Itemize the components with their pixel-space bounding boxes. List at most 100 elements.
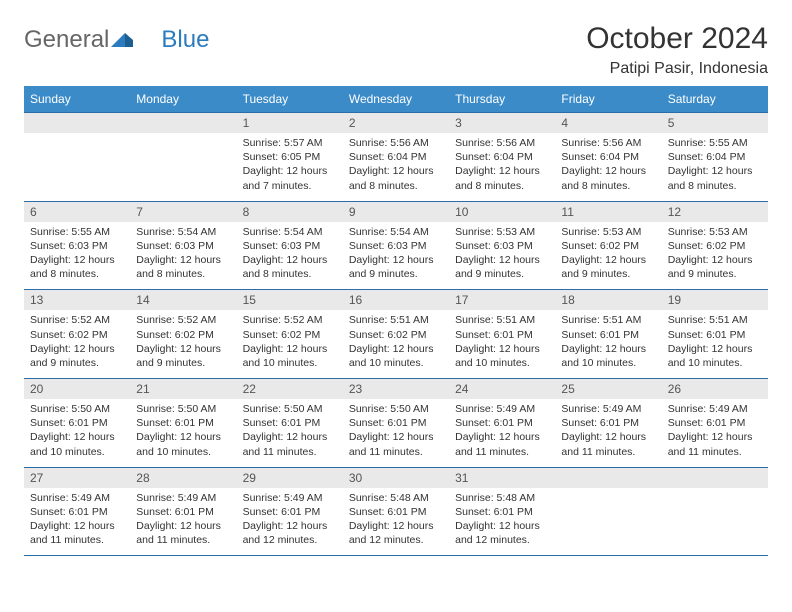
daylight-text-1: Daylight: 12 hours [349, 343, 434, 355]
day-number: 11 [555, 202, 661, 222]
daylight-text-2: and 11 minutes. [243, 446, 317, 458]
day-number: 22 [237, 379, 343, 399]
day-number: 29 [237, 468, 343, 488]
sunrise-text: Sunrise: 5:48 AM [349, 492, 429, 504]
daylight-text-1: Daylight: 12 hours [668, 254, 753, 266]
daylight-text-2: and 8 minutes. [30, 268, 99, 280]
sunset-text: Sunset: 6:01 PM [455, 506, 533, 518]
sunrise-text: Sunrise: 5:53 AM [561, 226, 641, 238]
day-number: 9 [343, 202, 449, 222]
sunrise-text: Sunrise: 5:50 AM [243, 403, 323, 415]
day-header-row: SundayMondayTuesdayWednesdayThursdayFrid… [24, 86, 768, 113]
day-number: 27 [24, 468, 130, 488]
day-data: Sunrise: 5:53 AMSunset: 6:02 PMDaylight:… [662, 222, 768, 290]
daylight-text-1: Daylight: 12 hours [561, 343, 646, 355]
day-header: Thursday [449, 86, 555, 113]
sunset-text: Sunset: 6:02 PM [136, 329, 214, 341]
day-data: Sunrise: 5:56 AMSunset: 6:04 PMDaylight:… [449, 133, 555, 201]
sunrise-text: Sunrise: 5:56 AM [455, 137, 535, 149]
sunset-text: Sunset: 6:01 PM [561, 329, 639, 341]
calendar-cell: 29Sunrise: 5:49 AMSunset: 6:01 PMDayligh… [237, 467, 343, 556]
sunrise-text: Sunrise: 5:50 AM [349, 403, 429, 415]
sunset-text: Sunset: 6:03 PM [455, 240, 533, 252]
calendar-cell: 19Sunrise: 5:51 AMSunset: 6:01 PMDayligh… [662, 290, 768, 379]
calendar-cell: 16Sunrise: 5:51 AMSunset: 6:02 PMDayligh… [343, 290, 449, 379]
day-number: 4 [555, 113, 661, 133]
calendar-cell: 11Sunrise: 5:53 AMSunset: 6:02 PMDayligh… [555, 201, 661, 290]
day-data [130, 133, 236, 201]
sunset-text: Sunset: 6:03 PM [243, 240, 321, 252]
logo: General Blue [24, 26, 209, 54]
daylight-text-2: and 11 minutes. [561, 446, 635, 458]
calendar-cell: 2Sunrise: 5:56 AMSunset: 6:04 PMDaylight… [343, 113, 449, 202]
day-number: 16 [343, 290, 449, 310]
logo-text-2: Blue [161, 26, 209, 54]
calendar-cell: 3Sunrise: 5:56 AMSunset: 6:04 PMDaylight… [449, 113, 555, 202]
sunset-text: Sunset: 6:01 PM [668, 417, 746, 429]
calendar-cell: 30Sunrise: 5:48 AMSunset: 6:01 PMDayligh… [343, 467, 449, 556]
daylight-text-2: and 12 minutes. [455, 534, 530, 546]
day-number: 23 [343, 379, 449, 399]
sunrise-text: Sunrise: 5:56 AM [349, 137, 429, 149]
daylight-text-2: and 11 minutes. [668, 446, 742, 458]
day-number [555, 468, 661, 488]
calendar-cell: 10Sunrise: 5:53 AMSunset: 6:03 PMDayligh… [449, 201, 555, 290]
day-data: Sunrise: 5:56 AMSunset: 6:04 PMDaylight:… [343, 133, 449, 201]
day-number: 26 [662, 379, 768, 399]
calendar-cell: 23Sunrise: 5:50 AMSunset: 6:01 PMDayligh… [343, 379, 449, 468]
day-number: 3 [449, 113, 555, 133]
sunrise-text: Sunrise: 5:53 AM [455, 226, 535, 238]
day-data: Sunrise: 5:51 AMSunset: 6:01 PMDaylight:… [662, 310, 768, 378]
daylight-text-2: and 9 minutes. [136, 357, 205, 369]
day-number: 8 [237, 202, 343, 222]
day-data: Sunrise: 5:55 AMSunset: 6:03 PMDaylight:… [24, 222, 130, 290]
calendar-cell: 4Sunrise: 5:56 AMSunset: 6:04 PMDaylight… [555, 113, 661, 202]
daylight-text-2: and 11 minutes. [136, 534, 210, 546]
daylight-text-2: and 10 minutes. [30, 446, 105, 458]
sunset-text: Sunset: 6:03 PM [30, 240, 108, 252]
calendar-cell: 5Sunrise: 5:55 AMSunset: 6:04 PMDaylight… [662, 113, 768, 202]
calendar-cell [130, 113, 236, 202]
day-number: 18 [555, 290, 661, 310]
day-data: Sunrise: 5:48 AMSunset: 6:01 PMDaylight:… [449, 488, 555, 556]
sunset-text: Sunset: 6:01 PM [136, 417, 214, 429]
sunset-text: Sunset: 6:02 PM [668, 240, 746, 252]
daylight-text-1: Daylight: 12 hours [136, 343, 221, 355]
day-number: 31 [449, 468, 555, 488]
calendar-cell: 13Sunrise: 5:52 AMSunset: 6:02 PMDayligh… [24, 290, 130, 379]
daylight-text-2: and 9 minutes. [668, 268, 737, 280]
calendar-cell: 7Sunrise: 5:54 AMSunset: 6:03 PMDaylight… [130, 201, 236, 290]
sunrise-text: Sunrise: 5:54 AM [243, 226, 323, 238]
sunset-text: Sunset: 6:04 PM [349, 151, 427, 163]
day-data: Sunrise: 5:51 AMSunset: 6:02 PMDaylight:… [343, 310, 449, 378]
daylight-text-2: and 8 minutes. [349, 180, 418, 192]
daylight-text-2: and 8 minutes. [243, 268, 312, 280]
sunrise-text: Sunrise: 5:52 AM [136, 314, 216, 326]
day-data: Sunrise: 5:56 AMSunset: 6:04 PMDaylight:… [555, 133, 661, 201]
sunrise-text: Sunrise: 5:49 AM [561, 403, 641, 415]
daylight-text-1: Daylight: 12 hours [668, 431, 753, 443]
sunrise-text: Sunrise: 5:56 AM [561, 137, 641, 149]
sunrise-text: Sunrise: 5:51 AM [349, 314, 429, 326]
day-data: Sunrise: 5:49 AMSunset: 6:01 PMDaylight:… [237, 488, 343, 556]
daylight-text-2: and 8 minutes. [561, 180, 630, 192]
day-number: 30 [343, 468, 449, 488]
day-data: Sunrise: 5:49 AMSunset: 6:01 PMDaylight:… [449, 399, 555, 467]
daylight-text-1: Daylight: 12 hours [455, 431, 540, 443]
daylight-text-2: and 10 minutes. [668, 357, 743, 369]
daylight-text-2: and 8 minutes. [136, 268, 205, 280]
daylight-text-1: Daylight: 12 hours [30, 343, 115, 355]
sunrise-text: Sunrise: 5:51 AM [455, 314, 535, 326]
daylight-text-1: Daylight: 12 hours [455, 254, 540, 266]
calendar-cell: 22Sunrise: 5:50 AMSunset: 6:01 PMDayligh… [237, 379, 343, 468]
day-data: Sunrise: 5:50 AMSunset: 6:01 PMDaylight:… [130, 399, 236, 467]
daylight-text-2: and 12 minutes. [349, 534, 424, 546]
day-number: 24 [449, 379, 555, 399]
calendar-cell: 18Sunrise: 5:51 AMSunset: 6:01 PMDayligh… [555, 290, 661, 379]
logo-icon [111, 26, 133, 54]
daylight-text-1: Daylight: 12 hours [243, 431, 328, 443]
daylight-text-2: and 10 minutes. [455, 357, 530, 369]
day-header: Monday [130, 86, 236, 113]
sunrise-text: Sunrise: 5:57 AM [243, 137, 323, 149]
calendar-cell: 1Sunrise: 5:57 AMSunset: 6:05 PMDaylight… [237, 113, 343, 202]
